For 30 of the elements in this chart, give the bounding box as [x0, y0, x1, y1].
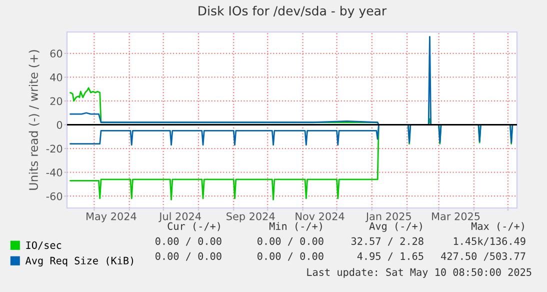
- legend-label: IO/sec: [26, 241, 62, 250]
- text: 1.45k/136.49: [454, 237, 526, 246]
- text: 4.95 / 1.65: [357, 252, 424, 261]
- chart-title: Disk IOs for /dev/sda - by year: [198, 6, 387, 18]
- text: Last update: Sat May 10 08:50:00 2025: [307, 268, 532, 278]
- text: Cur (-/+): [168, 222, 220, 232]
- text: 427.50 /503.77: [441, 252, 526, 261]
- y-tick-label: 20: [50, 97, 62, 106]
- x-tick-label: Jul 2024: [158, 212, 201, 222]
- x-tick-label: Mar 2025: [432, 212, 480, 220]
- y-tick-label: 0: [56, 120, 62, 129]
- text: Min (-/+): [269, 222, 322, 232]
- text: Max (-/+): [471, 222, 524, 232]
- y-axis-title: Units read (-) / write (+): [28, 50, 40, 190]
- y-tick-label: -40: [46, 168, 62, 176]
- x-tick-label: Jan 2025: [365, 212, 411, 222]
- x-tick-label: Sep 2024: [226, 212, 275, 222]
- y-tick-label: -60: [46, 192, 62, 200]
- y-tick-label: -20: [46, 144, 62, 153]
- text: 0.00 / 0.00: [258, 252, 324, 261]
- text: 0.00 / 0.00: [156, 237, 222, 246]
- legend-label: Avg Req Size (KiB): [25, 256, 134, 266]
- text: 0.00 / 0.00: [258, 237, 324, 246]
- text: 0.00 / 0.00: [156, 252, 222, 261]
- text: 32.57 / 2.28: [351, 237, 424, 246]
- y-tick-label: 60: [50, 50, 62, 58]
- y-tick-label: 40: [50, 73, 62, 82]
- text: Avg (-/+): [369, 222, 422, 232]
- x-tick-label: May 2024: [86, 212, 136, 222]
- x-tick-label: Nov 2024: [296, 212, 344, 220]
